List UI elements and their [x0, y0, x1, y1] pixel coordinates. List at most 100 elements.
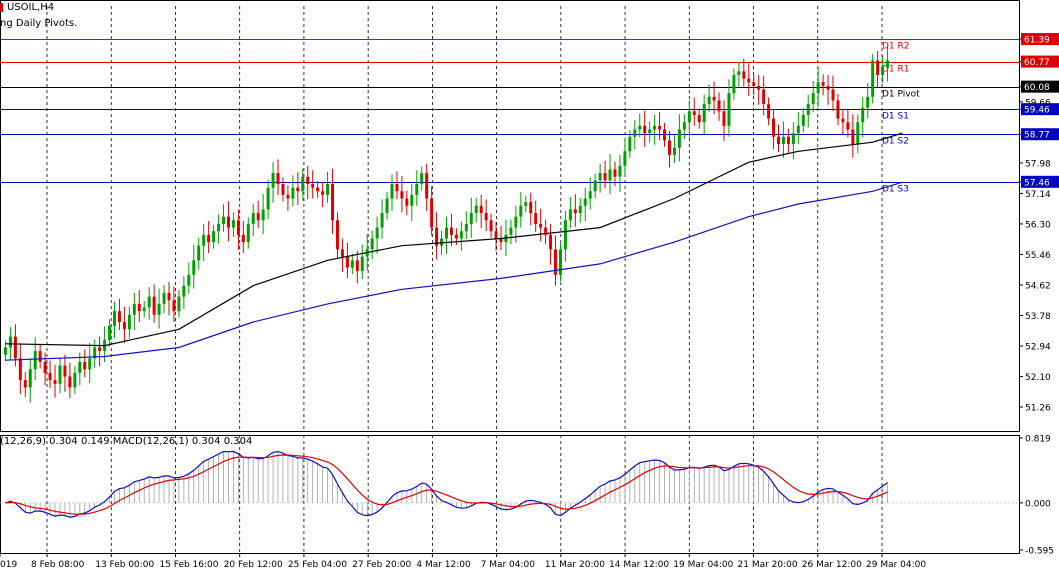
bull-candle [519, 205, 523, 217]
bear-candle [137, 303, 141, 312]
price-badge-label: 60.08 [1024, 83, 1050, 93]
bull-candle [801, 114, 805, 126]
price-tick-label: 57.98 [1025, 159, 1051, 169]
bear-candle [554, 249, 558, 275]
bear-candle [772, 118, 776, 137]
price-tick-label: 51.26 [1025, 404, 1051, 414]
macd-tick-label: -0.595 [1025, 547, 1054, 557]
bear-candle [122, 322, 126, 330]
bull-candle [147, 296, 151, 308]
time-tick-label: 11 Mar 20:00 [545, 560, 605, 570]
bull-candle [811, 93, 815, 105]
bull-candle [687, 111, 691, 123]
bull-candle [524, 202, 528, 206]
price-badge-label: 57.46 [1024, 178, 1050, 188]
macd-pane[interactable] [0, 435, 1020, 554]
bull-candle [672, 147, 676, 155]
bull-candle [251, 213, 255, 224]
bear-candle [449, 227, 453, 235]
bull-candle [682, 122, 686, 130]
bull-candle [563, 220, 567, 250]
bull-candle [509, 227, 513, 235]
bull-candle [370, 238, 374, 250]
bull-candle [410, 194, 414, 206]
pivot-label: D1 Pivot [882, 90, 920, 100]
price-pane[interactable]: D1 R2 D1 R1 D1 Pivot D1 S1 D1 S2 D1 S3 [0, 0, 1020, 432]
macd-header: (12,26,9) 0.304 0.149 MACD(12,26,1) 0.30… [0, 436, 253, 447]
time-tick-label: 14 Mar 12:00 [609, 560, 669, 570]
bull-candle [192, 260, 196, 275]
bull-candle [638, 125, 642, 130]
time-tick-label: 21 Mar 20:00 [738, 560, 798, 570]
bear-candle [53, 380, 57, 384]
bear-candle [435, 227, 439, 246]
bull-candle [202, 234, 206, 246]
bull-candle [380, 213, 384, 228]
bear-candle [454, 234, 458, 239]
bear-candle [831, 89, 835, 101]
bull-candle [732, 75, 736, 94]
bear-candle [172, 300, 176, 312]
bear-candle [13, 336, 17, 359]
bear-candle [499, 238, 503, 243]
bull-candle [568, 209, 572, 221]
bear-candle [692, 111, 696, 115]
bull-candle [222, 216, 226, 224]
bear-candle [767, 104, 771, 119]
bear-candle [757, 85, 761, 90]
bull-candle [618, 165, 622, 177]
bear-candle [321, 191, 325, 195]
bear-candle [296, 187, 300, 192]
price-badge [1021, 55, 1059, 68]
bull-candle [633, 129, 637, 137]
bear-candle [826, 85, 830, 90]
bear-candle [83, 361, 87, 370]
bear-candle [207, 234, 211, 243]
bear-candle [241, 234, 245, 243]
bear-candle [311, 183, 315, 188]
bear-candle [345, 256, 349, 268]
bull-candle [578, 205, 582, 214]
bull-candle [415, 183, 419, 195]
price-badge-label: 59.46 [1024, 106, 1050, 116]
bull-candle [157, 303, 161, 315]
bear-candle [544, 227, 548, 235]
ma_slow-line [5, 181, 903, 361]
bull-candle [291, 187, 295, 199]
bull-candle [142, 307, 146, 312]
bull-candle [861, 107, 865, 123]
bear-candle [340, 249, 344, 257]
bear-candle [539, 223, 543, 228]
bear-candle [573, 209, 577, 214]
bear-candle [306, 176, 310, 184]
price-badge-label: 61.39 [1024, 36, 1050, 46]
bear-candle [667, 140, 671, 155]
bull-candle [78, 361, 82, 373]
bull-candle [816, 82, 820, 94]
bull-candle [375, 227, 379, 239]
bear-candle [18, 358, 22, 381]
bull-candle [781, 136, 785, 145]
bull-candle [28, 369, 32, 388]
bear-candle [821, 82, 825, 86]
bear-candle [836, 100, 840, 119]
bull-candle [702, 104, 706, 123]
bull-candle [301, 176, 305, 192]
bull-candle [608, 169, 612, 181]
price-tick-label: 52.94 [1025, 343, 1051, 353]
bear-candle [395, 183, 399, 192]
bear-candle [489, 220, 493, 232]
bull-candle [677, 129, 681, 148]
bull-candle [177, 296, 181, 312]
bear-candle [747, 78, 751, 83]
price-badge [1021, 33, 1059, 46]
bull-candle [33, 351, 37, 370]
bull-candle [806, 104, 810, 115]
price-tick-label: 55.46 [1025, 251, 1051, 261]
bear-candle [658, 125, 662, 130]
bear-candle [152, 296, 156, 315]
bear-candle [534, 213, 538, 224]
bull-candle [707, 96, 711, 105]
bear-candle [786, 136, 790, 145]
